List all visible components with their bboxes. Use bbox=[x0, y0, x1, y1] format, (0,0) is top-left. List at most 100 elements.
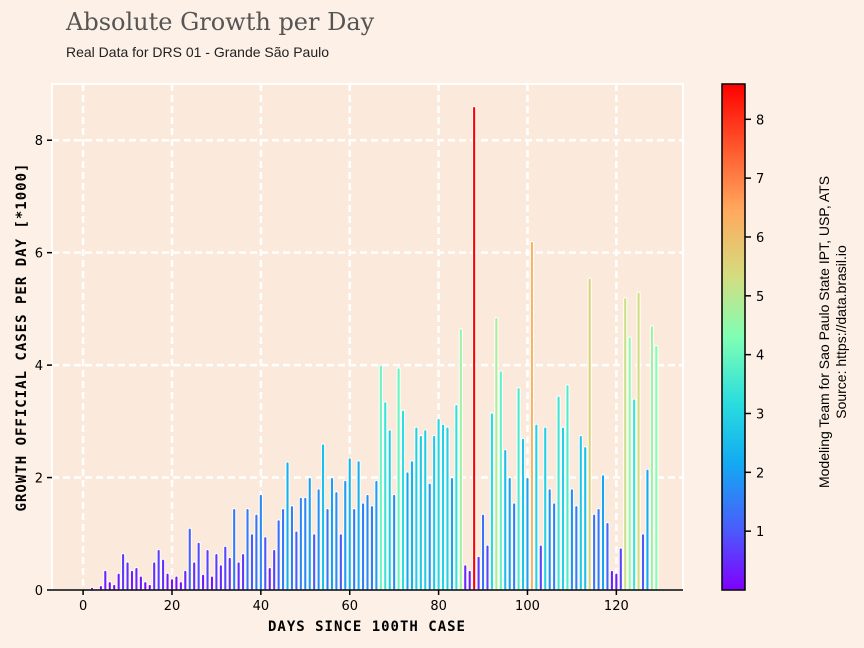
bar bbox=[467, 569, 472, 591]
bar bbox=[654, 344, 659, 591]
bar bbox=[640, 533, 646, 591]
bar bbox=[512, 502, 517, 591]
colorbar-tick-label: 2 bbox=[756, 466, 764, 481]
bar bbox=[632, 398, 637, 591]
bar bbox=[365, 493, 370, 591]
bar bbox=[218, 564, 223, 591]
bar bbox=[543, 426, 548, 591]
bar bbox=[476, 555, 481, 591]
bar bbox=[418, 434, 423, 591]
bar bbox=[263, 536, 268, 591]
bar bbox=[183, 569, 188, 591]
bar bbox=[223, 545, 228, 591]
bar bbox=[627, 336, 632, 591]
bar bbox=[423, 429, 428, 591]
bar bbox=[334, 491, 339, 591]
y-tick-label: 8 bbox=[35, 134, 43, 149]
bar bbox=[387, 429, 392, 591]
bar bbox=[560, 426, 566, 591]
bar bbox=[281, 507, 286, 591]
bar bbox=[303, 496, 308, 591]
bar bbox=[241, 552, 246, 591]
bar bbox=[347, 457, 352, 591]
bar bbox=[138, 575, 143, 591]
bar bbox=[618, 547, 623, 591]
chart-title: Absolute Growth per Day bbox=[66, 8, 375, 36]
bar bbox=[249, 533, 255, 591]
bar bbox=[307, 477, 312, 591]
colorbar-tick-label: 6 bbox=[756, 231, 764, 246]
x-ticks: 0 20 40 60 80 100 120 bbox=[79, 590, 629, 614]
bar bbox=[245, 507, 250, 591]
x-tick-label: 20 bbox=[164, 599, 181, 614]
bar bbox=[480, 513, 486, 591]
bar bbox=[378, 364, 383, 591]
bar bbox=[383, 401, 388, 591]
bar bbox=[614, 572, 619, 591]
bar bbox=[392, 493, 397, 591]
bar bbox=[529, 240, 534, 591]
bar bbox=[294, 530, 299, 591]
bar bbox=[458, 328, 463, 591]
bar bbox=[400, 409, 406, 591]
y-tick-label: 0 bbox=[35, 584, 43, 599]
bar bbox=[520, 437, 526, 591]
x-axis-label: DAYS SINCE 100TH CASE bbox=[268, 619, 466, 635]
colorbar bbox=[721, 83, 746, 591]
y-tick-label: 2 bbox=[35, 472, 43, 487]
colorbar-tick-label: 3 bbox=[756, 407, 764, 422]
bar bbox=[623, 297, 628, 591]
bar bbox=[552, 502, 557, 591]
bar bbox=[578, 434, 583, 591]
bar bbox=[636, 291, 641, 591]
bar bbox=[361, 502, 366, 591]
bar bbox=[498, 370, 503, 591]
bar bbox=[107, 581, 112, 591]
bar bbox=[272, 549, 277, 591]
bar bbox=[645, 468, 650, 591]
bar bbox=[605, 522, 610, 591]
y-ticks: 0 2 4 6 8 bbox=[35, 134, 52, 599]
bar bbox=[192, 561, 197, 591]
bar bbox=[258, 493, 263, 591]
bar bbox=[538, 544, 543, 591]
bar bbox=[312, 533, 317, 591]
colorbar-tick-label: 5 bbox=[756, 290, 764, 305]
colorbar-ticks: 1 2 3 4 5 6 7 8 bbox=[745, 113, 764, 540]
bar bbox=[103, 569, 108, 591]
bar bbox=[152, 561, 157, 591]
bar bbox=[596, 507, 601, 591]
bar bbox=[649, 325, 654, 591]
bar bbox=[587, 277, 592, 591]
chart-subtitle: Real Data for DRS 01 - Grande São Paulo bbox=[66, 44, 330, 60]
bar bbox=[507, 477, 512, 591]
bar bbox=[232, 507, 237, 591]
y-tick-label: 4 bbox=[35, 359, 43, 374]
bar bbox=[369, 505, 374, 591]
bar bbox=[276, 519, 281, 591]
bar bbox=[565, 384, 570, 591]
bar bbox=[125, 561, 130, 591]
bar bbox=[436, 418, 441, 591]
colorbar-tick-label: 7 bbox=[756, 172, 764, 187]
bar bbox=[525, 477, 530, 591]
bar bbox=[440, 423, 446, 591]
bar bbox=[161, 558, 166, 591]
bar bbox=[343, 479, 348, 591]
bar bbox=[112, 583, 117, 591]
bar bbox=[156, 549, 161, 591]
bar bbox=[285, 461, 290, 591]
x-tick-label: 0 bbox=[79, 599, 87, 614]
bar bbox=[556, 395, 561, 591]
bar bbox=[143, 581, 148, 591]
bar bbox=[449, 477, 454, 591]
bar bbox=[321, 443, 326, 591]
bar bbox=[472, 105, 477, 591]
bar bbox=[165, 572, 170, 591]
x-tick-label: 100 bbox=[515, 599, 540, 614]
bar bbox=[600, 474, 606, 591]
x-tick-label: 40 bbox=[253, 599, 270, 614]
bar bbox=[534, 423, 539, 591]
bar bbox=[134, 567, 139, 591]
